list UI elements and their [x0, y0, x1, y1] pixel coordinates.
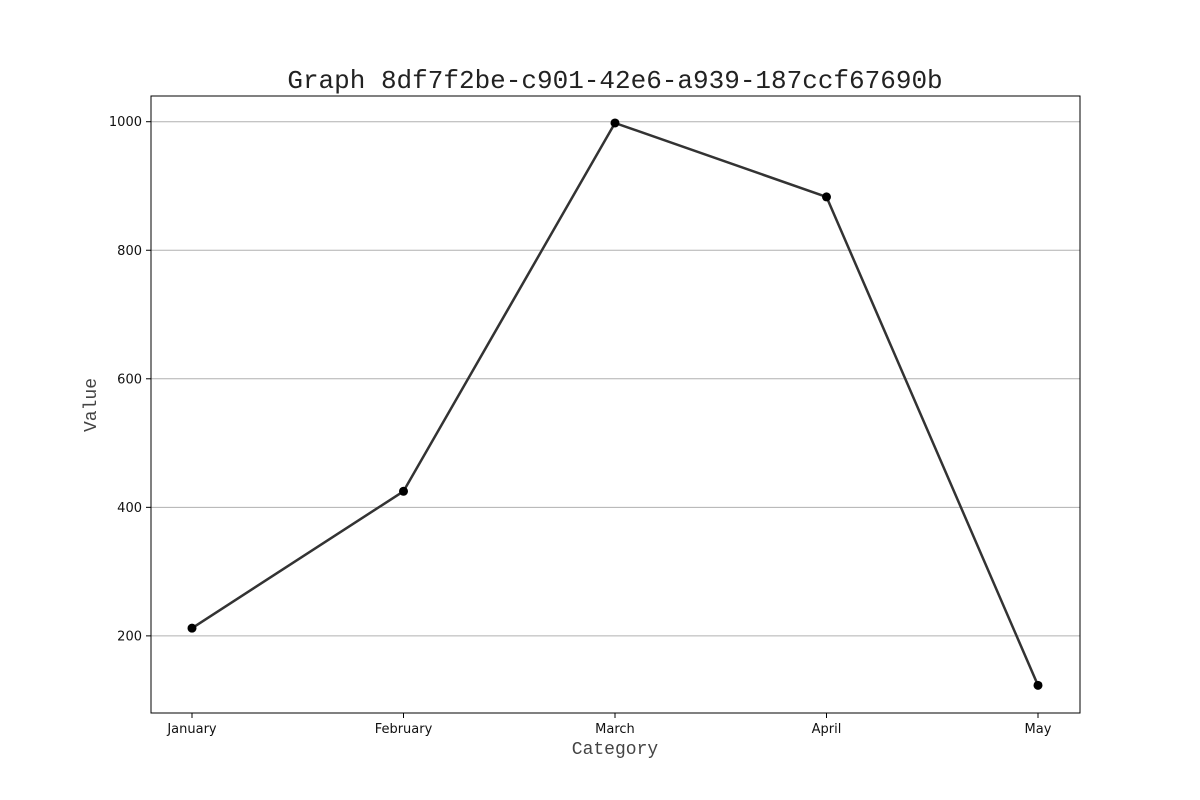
- chart-title: Graph 8df7f2be-c901-42e6-a939-187ccf6769…: [287, 66, 942, 96]
- y-axis-title: Value: [82, 378, 102, 432]
- data-point: [1033, 680, 1043, 690]
- x-tick-label: January: [166, 722, 217, 737]
- x-tick-label: February: [375, 722, 433, 737]
- y-tick-label: 600: [117, 372, 142, 387]
- x-tick-label: April: [812, 722, 842, 737]
- y-tick-label: 200: [117, 629, 142, 644]
- series: [187, 118, 1043, 690]
- x-tick-label: May: [1025, 722, 1052, 737]
- data-point: [399, 486, 408, 496]
- y-axis: 200 400 600 800 1000: [109, 115, 151, 644]
- y-tick-label: 400: [117, 501, 142, 516]
- y-tick-label: 800: [117, 244, 142, 259]
- data-point: [610, 118, 620, 128]
- data-point: [187, 623, 197, 633]
- data-point: [822, 192, 831, 202]
- x-axis: January February March April May: [166, 713, 1052, 737]
- y-tick-label: 1000: [109, 115, 142, 130]
- x-axis-title: Category: [572, 740, 659, 760]
- x-tick-label: March: [595, 722, 635, 737]
